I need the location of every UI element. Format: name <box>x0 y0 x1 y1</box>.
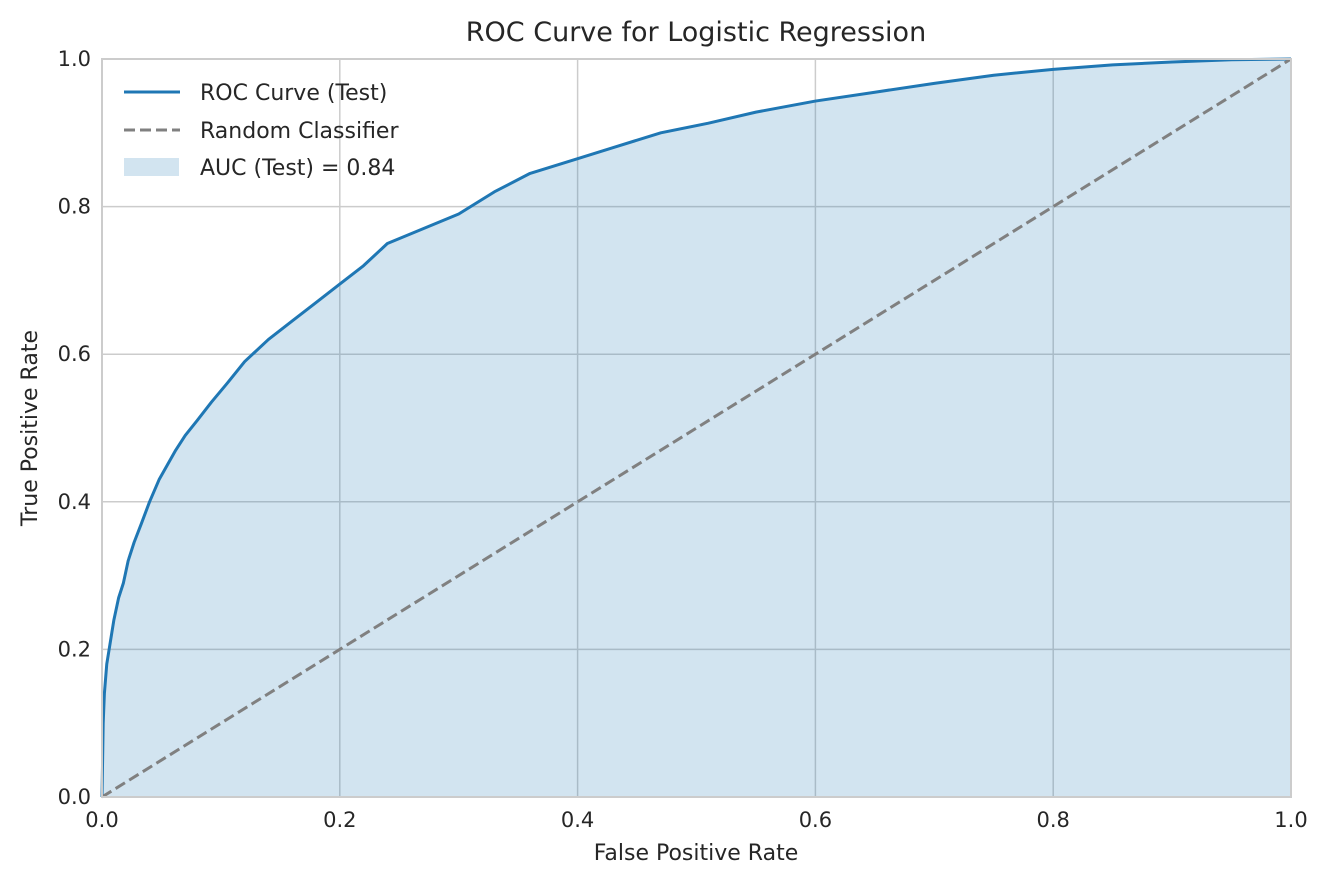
legend-auc-swatch <box>124 158 179 176</box>
series-layer <box>100 57 1292 799</box>
tick-labels: 0.0 0.2 0.4 0.6 0.8 1.0 0.0 0.2 0.4 0.6 0.8 1.0 <box>58 47 1308 832</box>
x-tick-label: 0.2 <box>323 808 356 832</box>
legend-roc-label: ROC Curve (Test) <box>200 81 387 106</box>
grid <box>102 59 1291 797</box>
x-tick-label: 0.0 <box>85 808 118 832</box>
y-tick-label: 0.6 <box>58 342 91 366</box>
chart-title: ROC Curve for Logistic Regression <box>466 17 926 48</box>
y-tick-label: 0.0 <box>58 785 91 809</box>
y-axis-title: True Positive Rate <box>18 330 43 527</box>
roc-curve-line <box>100 57 1292 798</box>
plot-frame <box>101 58 1292 798</box>
y-tick-label: 0.4 <box>58 490 91 514</box>
legend-random-label: Random Classifier <box>200 119 399 144</box>
random-classifier-line <box>101 57 1292 799</box>
x-axis-title: False Positive Rate <box>594 841 798 866</box>
legend-auc-label: AUC (Test) = 0.84 <box>200 156 395 181</box>
y-tick-label: 1.0 <box>58 47 91 71</box>
x-tick-label: 0.6 <box>799 808 832 832</box>
y-tick-label: 0.8 <box>58 195 91 219</box>
x-tick-label: 1.0 <box>1274 808 1307 832</box>
x-tick-label: 0.4 <box>561 808 594 832</box>
x-tick-label: 0.8 <box>1036 808 1069 832</box>
legend: ROC Curve (Test) Random Classifier AUC (… <box>124 81 399 181</box>
y-tick-label: 0.2 <box>58 637 91 661</box>
